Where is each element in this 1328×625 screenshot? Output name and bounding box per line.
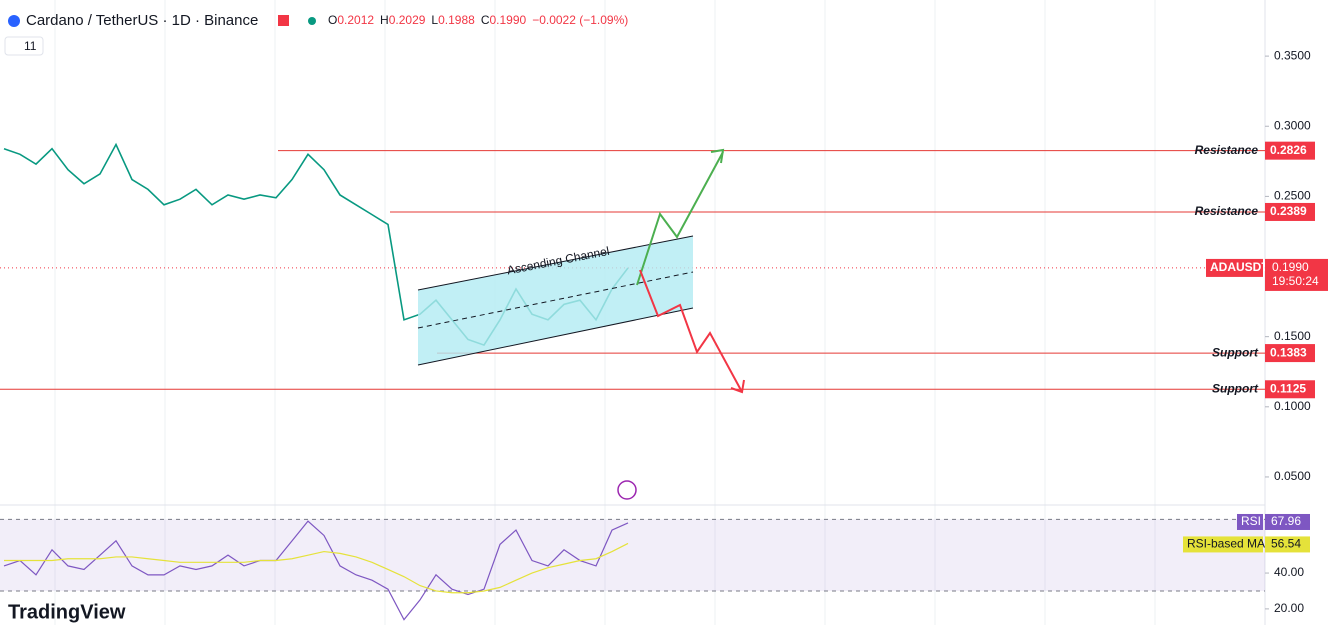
level-value: 0.2826 [1270, 143, 1307, 157]
y-tick-label: 0.2500 [1274, 189, 1311, 203]
channel-top [417, 235, 694, 291]
change: −0.0022 (−1.09%) [532, 13, 628, 27]
channel-bottom [417, 307, 694, 366]
bear-arrow-head [730, 379, 745, 394]
level-value: 0.2389 [1270, 204, 1307, 218]
y-tick-label: 0.1500 [1274, 329, 1311, 343]
symbol-name: ADAUSDT [1210, 260, 1269, 274]
symbol-icon [8, 15, 20, 27]
level-name: Support [1212, 381, 1259, 395]
bear-arrow [639, 269, 743, 393]
series-name-tag [1237, 513, 1263, 530]
countdown: 19:50:24 [1272, 274, 1319, 288]
l-value: 0.1988 [438, 13, 475, 27]
series-value: 56.54 [1271, 537, 1301, 551]
bull-arrow-head [710, 148, 725, 164]
series-name: RSI [1241, 514, 1261, 528]
series-name: RSI-based MA [1187, 537, 1265, 551]
series-value-tag [1265, 513, 1310, 530]
status-dot [308, 17, 316, 25]
channel-fill [418, 236, 693, 365]
h-value: 0.2029 [389, 13, 426, 27]
series-name-tag [1183, 536, 1263, 553]
c-label: C [481, 13, 490, 27]
y-tick-label: 40.00 [1274, 565, 1304, 579]
rsi-band [0, 519, 1265, 591]
series-value: 67.96 [1271, 514, 1301, 528]
indicator-toggle[interactable] [4, 36, 44, 56]
l-label: L [431, 13, 438, 27]
price-tag [1265, 258, 1328, 291]
logo: TradingView [8, 601, 126, 623]
level-tag [1265, 141, 1315, 160]
bull-arrow [636, 151, 724, 286]
y-tick-label: 0.1000 [1274, 399, 1311, 413]
level-value: 0.1383 [1270, 345, 1307, 359]
o-value: 0.2012 [337, 13, 374, 27]
ohlc: O0.2012 H0.2029 L0.1988 C0.1990 −0.0022 (−1.… [328, 13, 628, 27]
o-label: O [328, 13, 337, 27]
series-line [4, 542, 629, 594]
y-tick-label: 0.3500 [1274, 48, 1311, 62]
series-line [3, 520, 629, 621]
y-tick-label: 0.0500 [1274, 469, 1311, 483]
level-tag [1265, 202, 1315, 221]
series-value-tag [1265, 536, 1310, 553]
level-name: Resistance [1195, 204, 1259, 218]
level-name: Support [1212, 345, 1259, 359]
event-icon[interactable] [617, 480, 637, 500]
level-value: 0.1125 [1270, 381, 1306, 395]
channel-mid [417, 271, 694, 329]
level-name: Resistance [1195, 143, 1259, 157]
flag [278, 15, 289, 26]
symbol-title: Cardano / TetherUS · 1D · Binance [26, 12, 258, 29]
y-tick-label: 20.00 [1274, 601, 1304, 615]
indicator-count: 11 [24, 39, 37, 53]
level-tag [1265, 344, 1315, 363]
c-value: 0.1990 [489, 13, 526, 27]
h-label: H [380, 13, 389, 27]
price-value: 0.1990 [1272, 260, 1309, 274]
level-tag [1265, 380, 1315, 399]
symbol-tag [1206, 258, 1263, 277]
y-tick-label: 0.3000 [1274, 118, 1311, 132]
